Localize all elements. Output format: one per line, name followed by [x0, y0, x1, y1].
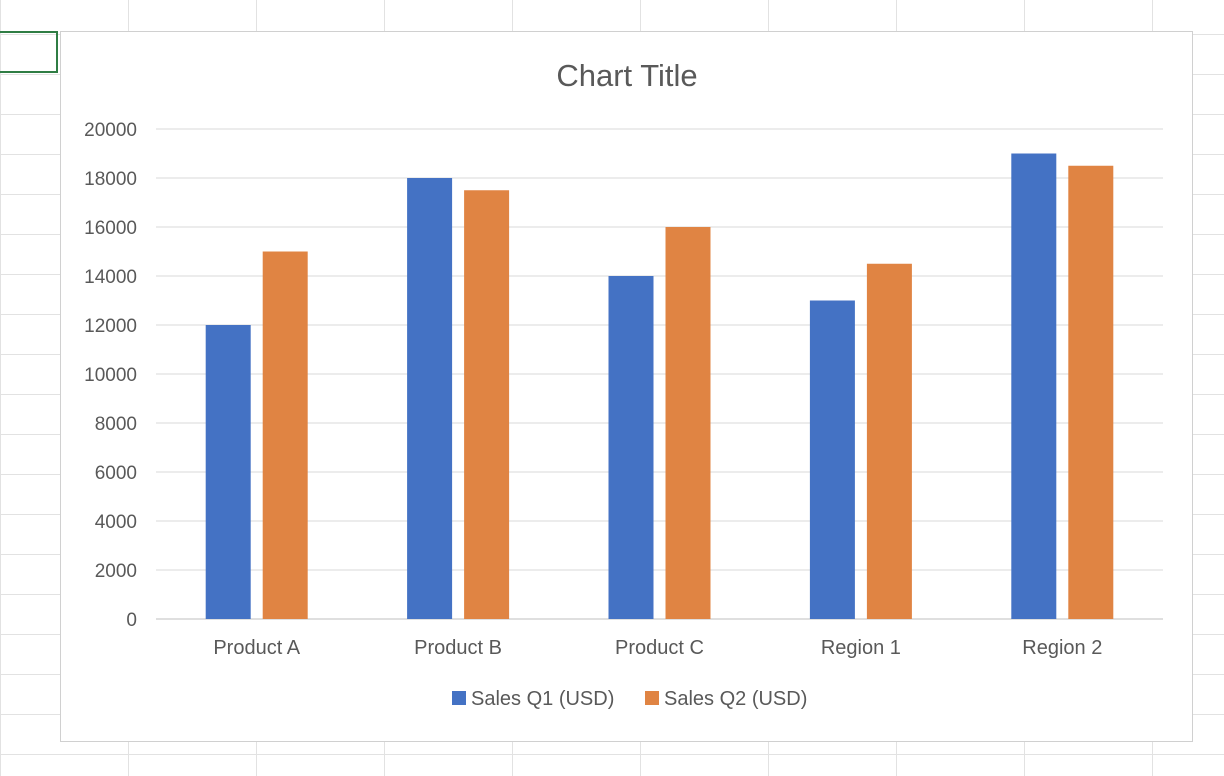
bar-q1[interactable] [809, 300, 855, 620]
x-axis: Product A Product B Product C Region 1 Regio… [213, 637, 1102, 659]
y-tick-label: 20000 [84, 120, 137, 141]
x-tick-label: Product B [414, 637, 502, 659]
y-tick-label: 2000 [95, 561, 137, 582]
y-tick-label: 6000 [95, 463, 137, 484]
y-axis: 0 2000 4000 6000 8000 10000 12000 14000 16000 180… [84, 120, 137, 631]
y-tick-label: 0 [126, 610, 137, 631]
plot-area [205, 153, 1114, 620]
x-tick-label: Product A [213, 637, 300, 659]
bar-q1[interactable] [407, 178, 453, 619]
chart-title[interactable]: Chart Title [556, 58, 697, 93]
bar-q2[interactable] [262, 251, 308, 620]
x-tick-label: Region 2 [1022, 637, 1102, 659]
x-tick-label: Region 1 [821, 637, 901, 659]
legend-swatch [645, 691, 659, 705]
selected-cell[interactable] [0, 31, 58, 73]
y-tick-label: 18000 [84, 169, 137, 190]
y-tick-label: 12000 [84, 316, 137, 337]
bar-q2[interactable] [665, 227, 711, 619]
bar-q2[interactable] [866, 263, 912, 619]
y-tick-label: 4000 [95, 512, 137, 533]
chart-area[interactable]: Chart Title 0 2000 4000 6000 8000 10000 12000 1… [60, 31, 1193, 742]
bar-q2[interactable] [1068, 165, 1114, 619]
bar-q2[interactable] [464, 190, 510, 619]
y-tick-label: 8000 [95, 414, 137, 435]
bar-q1[interactable] [205, 325, 251, 619]
y-tick-label: 10000 [84, 365, 137, 386]
legend-entry[interactable]: Sales Q1 (USD) [471, 688, 614, 710]
column-chart: Chart Title 0 2000 4000 6000 8000 10000 12000 1… [84, 58, 1163, 710]
y-tick-label: 16000 [84, 218, 137, 239]
y-tick-label: 14000 [84, 267, 137, 288]
legend-swatch [452, 691, 466, 705]
legend-entry[interactable]: Sales Q2 (USD) [664, 688, 807, 710]
legend[interactable]: Sales Q1 (USD) Sales Q2 (USD) [452, 688, 807, 710]
gridlines [156, 128, 1163, 620]
x-tick-label: Product C [615, 637, 704, 659]
bar-q1[interactable] [1011, 153, 1057, 620]
bar-q1[interactable] [608, 276, 654, 619]
